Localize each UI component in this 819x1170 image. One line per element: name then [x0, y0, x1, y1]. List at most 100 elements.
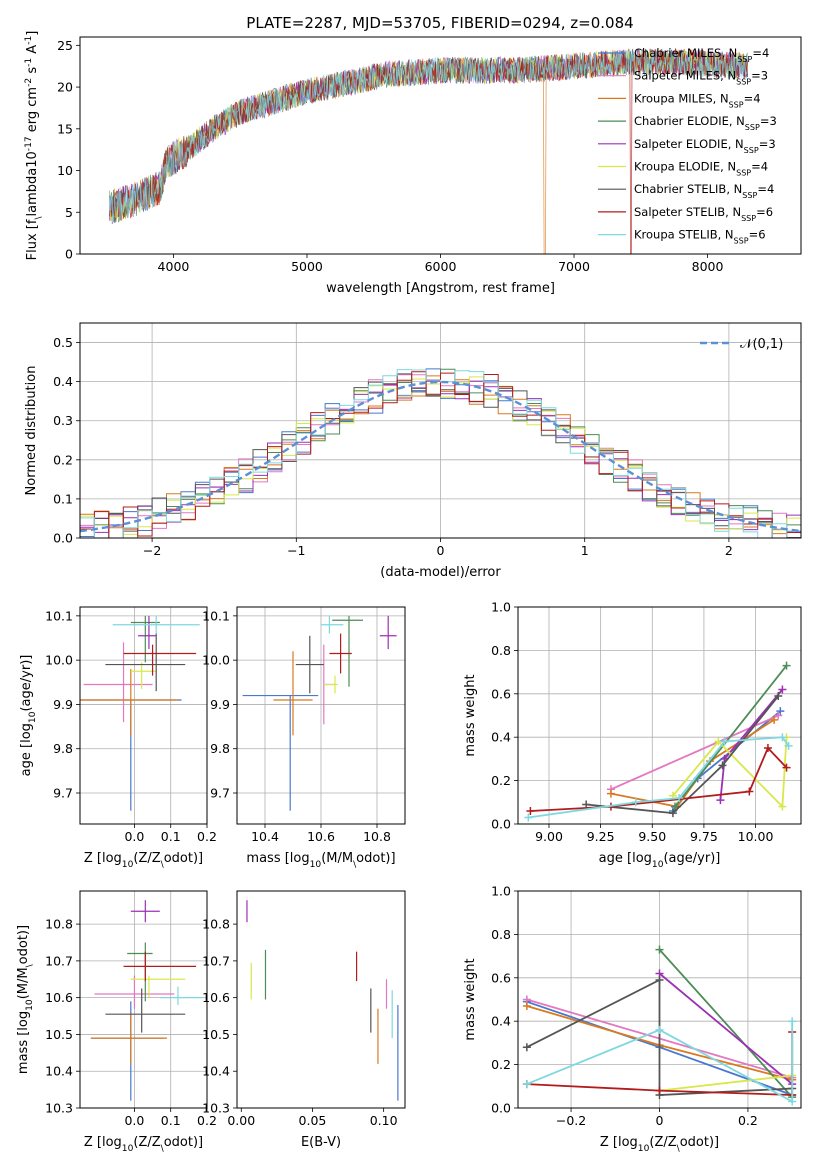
x-tick-label: 9.75 [690, 829, 718, 844]
axes-frame [79, 606, 208, 825]
y-tick-label: 10.8 [202, 917, 230, 932]
errorbar-point [332, 615, 363, 687]
weight_vs_age-panel: 9.00 9.25 9.50 9.75 10.00 0.0 0.2 0.4 0.6 0.8 1.0 a… [463, 600, 802, 870]
errorbar-point [105, 633, 186, 692]
weight-marker [778, 733, 787, 742]
mass_vs_ebv-panel: 0.00 0.05 0.10 10.3 10.4 10.5 10.6 10.7 10.8 E(B-… [202, 890, 406, 1150]
weight-line [659, 1074, 793, 1092]
errorbar-point [159, 986, 204, 1006]
y-tick-label: 0.2 [491, 773, 511, 788]
x-tick-label: 0.05 [299, 1113, 327, 1128]
legend-label: Salpeter STELIB, NSSP=6 [634, 205, 773, 223]
errorbar-point [321, 615, 344, 634]
legend-label: Chabrier MILES, NSSP=4 [634, 46, 769, 64]
y-tick-label: 10.0 [45, 653, 73, 668]
y-tick-label: 0.6 [491, 970, 511, 985]
errorbar-point [105, 988, 186, 1033]
x-axis-label: age [log10(age/yr)] [599, 851, 721, 870]
weight-marker [784, 741, 793, 750]
x-axis-label: (data-model)/error [380, 565, 501, 580]
spectrum-content [109, 47, 748, 254]
weight-marker [763, 744, 772, 753]
y-tick-label: 0.4 [53, 374, 73, 389]
weight-marker [770, 715, 779, 724]
x-tick-label: 7000 [558, 259, 590, 274]
gaussian-curve [80, 380, 801, 533]
y-tick-label: 0.8 [491, 643, 511, 658]
weight-marker [655, 1025, 664, 1034]
weight_vs_Z-content [522, 945, 797, 1106]
weight-marker [745, 787, 754, 796]
y-tick-label: 0.0 [53, 531, 73, 546]
weight-marker [776, 707, 785, 716]
legend-label: Chabrier STELIB, NSSP=4 [634, 182, 774, 200]
y-tick-label: 10 [57, 163, 73, 178]
y-tick-label: 10.6 [202, 990, 230, 1005]
x-tick-label: 9.00 [535, 829, 563, 844]
x-tick-label: 0.00 [227, 1113, 255, 1128]
errorbar-point [123, 644, 197, 676]
y-tick-label: 10.1 [202, 608, 230, 623]
weight-marker [788, 1097, 797, 1106]
mass_vs_Z-content [90, 900, 204, 1101]
weight-line [586, 695, 780, 815]
residuals-legend: 𝒩(0,1) [700, 337, 783, 352]
weight-marker [675, 793, 684, 802]
mass_vs_ebv-content [246, 900, 399, 1101]
weight-marker [522, 1002, 531, 1011]
y-tick-label: 10.7 [45, 953, 73, 968]
x-axis-label: E(B-V) [301, 1135, 341, 1150]
y-tick-label: 10.7 [202, 953, 230, 968]
weight-marker [668, 809, 677, 818]
weight-marker [606, 789, 615, 798]
errorbar-point [379, 615, 397, 650]
legend-label: Kroupa STELIB, NSSP=6 [634, 228, 766, 246]
y-tick-label: 9.7 [53, 786, 73, 801]
y-tick-label: 0.1 [53, 491, 73, 506]
x-tick-label: 0.2 [197, 829, 217, 844]
axes-frame [79, 890, 208, 1109]
y-tick-label: 5 [65, 205, 73, 220]
x-tick-label: 1 [581, 543, 589, 558]
legend-label: Chabrier ELODIE, NSSP=3 [634, 114, 777, 132]
weight-marker [720, 737, 729, 746]
weight-marker [718, 761, 727, 770]
errorbar-point [80, 669, 178, 736]
errorbar-point [329, 633, 352, 674]
weight-marker [670, 802, 679, 811]
weight-line [526, 978, 793, 1096]
y-tick-label: 0.4 [491, 730, 511, 745]
weight-marker [522, 1080, 531, 1089]
y-tick-label: 10.5 [45, 1027, 73, 1042]
errorbar-point [94, 975, 175, 1009]
y-tick-label: 0.6 [491, 686, 511, 701]
y-tick-label: 1.0 [491, 600, 511, 615]
y-tick-label: 15 [57, 121, 73, 136]
errorbar-point [295, 635, 324, 694]
errorbar-point [130, 900, 160, 923]
x-tick-label: 2 [725, 543, 733, 558]
weight-line [528, 736, 790, 819]
y-tick-label: 10.6 [45, 990, 73, 1005]
y-tick-label: 10.5 [202, 1027, 230, 1042]
spectrum-panel: 4000 5000 6000 7000 8000 0 5 10 15 20 25 wavelength… [24, 31, 802, 296]
errorbar-point [323, 675, 338, 694]
x-axis-label: Z [log10(Z/Z\odot)] [84, 851, 203, 870]
weight_vs_age-content [524, 661, 793, 822]
y-tick-label: 0.4 [491, 1014, 511, 1029]
y-tick-label: 25 [57, 38, 73, 53]
x-tick-label: 10.6 [307, 829, 335, 844]
weight-marker [655, 1086, 664, 1095]
x-tick-label: 0.0 [124, 1113, 144, 1128]
legend-label: 𝒩(0,1) [740, 337, 783, 352]
x-tick-label: 9.50 [638, 829, 666, 844]
y-tick-label: 9.7 [210, 786, 230, 801]
y-tick-label: 10.3 [45, 1101, 73, 1116]
y-axis-label: Normed distribution [24, 366, 39, 496]
weight-line [530, 746, 788, 812]
weight-line [672, 737, 788, 809]
y-tick-label: 20 [57, 80, 73, 95]
weight-marker [631, 798, 640, 807]
errorbar-point [123, 951, 197, 982]
weight-marker [788, 1017, 797, 1026]
